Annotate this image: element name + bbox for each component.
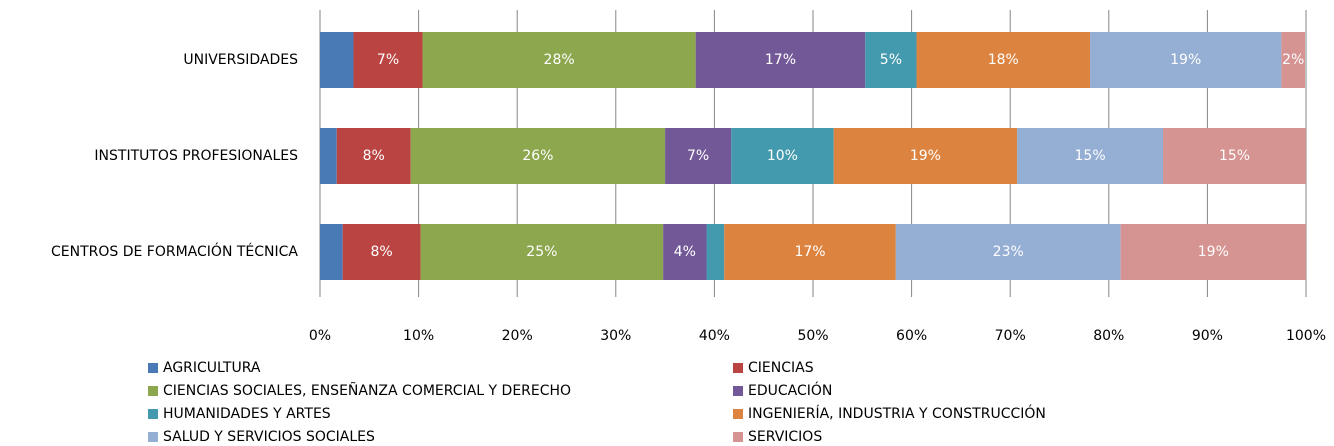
legend-swatch	[733, 409, 743, 419]
legend-swatch	[148, 363, 158, 373]
legend-swatch	[733, 432, 743, 442]
bar-segment	[1163, 128, 1306, 184]
data-label: 25%	[526, 244, 557, 260]
data-label: 2%	[1282, 52, 1304, 68]
bar-segment	[320, 128, 337, 184]
bar-segment	[320, 32, 354, 88]
bar-segment	[724, 224, 896, 280]
legend-label: SALUD Y SERVICIOS SOCIALES	[163, 429, 375, 445]
x-tick-label: 50%	[797, 328, 828, 344]
bar-segment	[833, 128, 1018, 184]
legend-swatch	[733, 363, 743, 373]
legend-label: EDUCACIÓN	[748, 381, 832, 399]
x-tick-label: 30%	[600, 328, 631, 344]
x-tick-label: 70%	[995, 328, 1026, 344]
data-label: 7%	[687, 148, 709, 164]
data-label: 23%	[993, 244, 1024, 260]
bar-segment	[665, 128, 732, 184]
legend-swatch	[148, 386, 158, 396]
legend-label: INGENIERÍA, INDUSTRIA Y CONSTRUCCIÓN	[748, 404, 1046, 422]
legend-swatch	[733, 386, 743, 396]
bar-segment	[663, 224, 707, 280]
bar-segment	[1120, 224, 1306, 280]
x-tick-label: 40%	[699, 328, 730, 344]
legend-label: HUMANIDADES Y ARTES	[163, 406, 331, 422]
data-label: 7%	[377, 52, 399, 68]
bar-segment	[1090, 32, 1282, 88]
data-label: 8%	[363, 148, 385, 164]
x-tick-label: 60%	[896, 328, 927, 344]
data-label: 15%	[1075, 148, 1106, 164]
data-label: 4%	[674, 244, 696, 260]
bar-segment	[320, 224, 343, 280]
data-label: 17%	[794, 244, 825, 260]
bar-segment	[410, 128, 666, 184]
data-label: 18%	[988, 52, 1019, 68]
bar-segment	[422, 32, 696, 88]
data-label: 10%	[767, 148, 798, 164]
bar-segment	[1281, 32, 1306, 88]
legend-swatch	[148, 409, 158, 419]
data-label: 28%	[544, 52, 575, 68]
data-label: 8%	[371, 244, 393, 260]
x-tick-label: 10%	[403, 328, 434, 344]
bar-segment	[895, 224, 1121, 280]
x-tick-label: 100%	[1286, 328, 1326, 344]
data-label: 26%	[522, 148, 553, 164]
legend-label: AGRICULTURA	[163, 360, 261, 376]
bar-segment	[420, 224, 664, 280]
legend-label: CIENCIAS	[748, 360, 814, 376]
legend-swatch	[148, 432, 158, 442]
bar-segment	[342, 224, 421, 280]
data-label: 19%	[1170, 52, 1201, 68]
x-tick-label: 90%	[1192, 328, 1223, 344]
bar-segment	[916, 32, 1091, 88]
data-label: 19%	[1198, 244, 1229, 260]
bar-segment	[731, 128, 834, 184]
data-label: 15%	[1219, 148, 1250, 164]
x-tick-label: 80%	[1093, 328, 1124, 344]
y-tick-label: INSTITUTOS PROFESIONALES	[94, 148, 298, 164]
bar-segment	[695, 32, 866, 88]
y-tick-label: CENTROS DE FORMACIÓN TÉCNICA	[51, 242, 298, 260]
legend-label: CIENCIAS SOCIALES, ENSEÑANZA COMERCIAL Y…	[163, 382, 571, 399]
x-tick-label: 20%	[502, 328, 533, 344]
data-label: 17%	[765, 52, 796, 68]
y-tick-label: UNIVERSIDADES	[183, 52, 298, 68]
bar-segment	[865, 32, 917, 88]
data-label: 19%	[910, 148, 941, 164]
legend-label: SERVICIOS	[748, 429, 822, 445]
bar-segment	[353, 32, 423, 88]
bar-segment	[336, 128, 411, 184]
bar-segment	[706, 224, 725, 280]
x-tick-label: 0%	[309, 328, 331, 344]
data-label: 5%	[880, 52, 902, 68]
bar-segment	[1017, 128, 1164, 184]
